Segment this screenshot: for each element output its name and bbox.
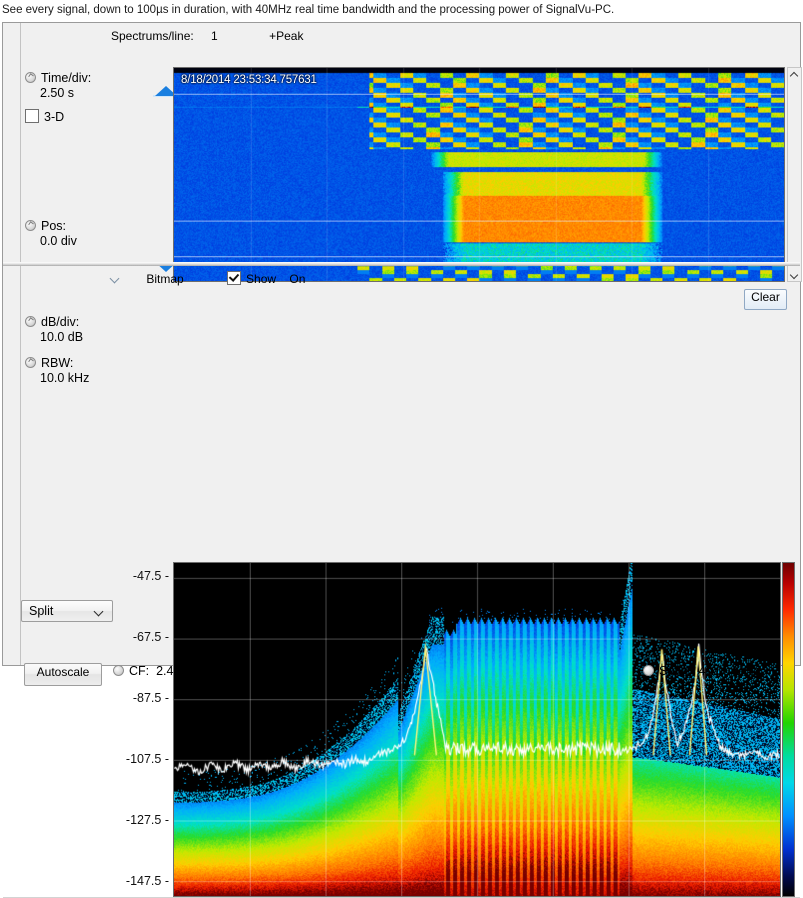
spectrogram-scrollbar[interactable] [787, 67, 802, 282]
db-per-div-value[interactable]: 10.0 dB [40, 330, 84, 344]
spectrogram-controls: Time/div: 2.50 s 3-D Pos: 0.0 div [3, 23, 171, 263]
rbw-label: RBW: [41, 356, 74, 370]
y-tick-label: -67.5 - [132, 630, 169, 645]
span-label: Span: [659, 664, 692, 678]
control-rbw[interactable]: RBW: 10.0 kHz [25, 356, 89, 386]
position-value[interactable]: 0.0 div [40, 234, 77, 248]
panel-splitter[interactable] [3, 262, 800, 266]
knob-icon[interactable] [25, 72, 36, 84]
left-rail-divider [20, 23, 21, 263]
knob-icon[interactable] [25, 220, 36, 232]
spectrum-display[interactable] [173, 562, 781, 897]
spectrogram-header: Spectrums/line: 1 +Peak [111, 29, 303, 45]
y-tick-label: -127.5 - [125, 812, 169, 827]
autoscale-button[interactable]: Autoscale [24, 663, 102, 686]
checkbox-3d-label: 3-D [44, 110, 65, 124]
detector-label[interactable]: +Peak [269, 29, 304, 43]
spectrum-panel: Bitmap Show On dB/div: 10.0 dB RBW: 10.0… [3, 266, 800, 898]
left-rail-divider [20, 266, 21, 665]
spectrogram-timestamp: 8/18/2014 23:53:34.757631 [181, 74, 317, 86]
rbw-value[interactable]: 10.0 kHz [40, 371, 90, 385]
chevron-down-icon[interactable] [95, 608, 104, 617]
spectrum-y-axis: -47.5 - -67.5 - -87.5 - -107.5 - -127.5 - -14… [107, 562, 169, 897]
show-checkbox[interactable]: Show [217, 271, 276, 286]
checkbox-3d-box[interactable] [25, 109, 39, 123]
time-per-div-label: Time/div: [41, 71, 92, 85]
y-tick-label: -47.5 - [132, 569, 169, 584]
show-label: Show [246, 272, 277, 286]
spectrum-controls: dB/div: 10.0 dB RBW: 10.0 kHz [3, 266, 171, 665]
y-tick-label: -87.5 - [132, 691, 169, 706]
scale-mode-value: Split [29, 604, 54, 618]
spectrogram-panel: Spectrums/line: 1 +Peak Time/div: 2.50 s… [3, 23, 802, 282]
cf-value[interactable]: 2.41200 GHz [156, 664, 230, 678]
position-label: Pos: [41, 219, 67, 233]
control-position[interactable]: Pos: 0.0 div [25, 219, 77, 249]
triangle-down-marker[interactable] [155, 262, 177, 272]
span-value[interactable]: 40.00 MHz [698, 664, 760, 678]
page-caption: See every signal, down to 100µs in durat… [2, 4, 615, 16]
y-tick-label: -147.5 - [125, 873, 169, 888]
trace-type-label[interactable]: Bitmap [146, 272, 184, 286]
center-frequency-readout[interactable]: CF: 2.41200 GHz [113, 664, 230, 678]
knob-icon[interactable] [113, 665, 124, 676]
knob-icon[interactable] [643, 665, 654, 676]
spectrum-header: Bitmap Show On [111, 271, 305, 289]
show-checkbox-box[interactable] [227, 271, 242, 285]
cf-label: CF: [129, 664, 150, 678]
control-time-per-div[interactable]: Time/div: 2.50 s [25, 71, 91, 101]
knob-icon[interactable] [25, 316, 36, 328]
spectrum-colorbar [782, 562, 795, 897]
db-per-div-label: dB/div: [41, 315, 80, 329]
spectrums-per-line-value[interactable]: 1 [211, 29, 218, 43]
scrollbar-track[interactable] [788, 82, 801, 267]
spectrum-canvas [174, 563, 780, 896]
signalvu-app-window: Spectrums/line: 1 +Peak Time/div: 2.50 s… [2, 22, 802, 898]
time-per-div-value[interactable]: 2.50 s [40, 86, 75, 100]
top-marker-line [153, 95, 179, 97]
chevron-down-icon[interactable] [788, 267, 801, 281]
chevron-up-icon[interactable] [788, 68, 801, 82]
spectrums-per-line-label: Spectrums/line: [111, 29, 194, 43]
checkbox-3d[interactable]: 3-D [25, 109, 64, 124]
scale-mode-select[interactable]: Split [21, 600, 113, 622]
y-tick-label: -107.5 - [125, 751, 169, 766]
knob-icon[interactable] [25, 357, 36, 369]
trace-state-label[interactable]: On [289, 272, 306, 286]
triangle-up-marker[interactable] [155, 86, 177, 96]
control-db-per-div[interactable]: dB/div: 10.0 dB [25, 315, 83, 345]
spectrogram-display[interactable]: 8/18/2014 23:53:34.757631 [173, 67, 785, 282]
spectrogram-canvas [174, 68, 784, 281]
clear-button[interactable]: Clear [744, 289, 787, 310]
span-readout[interactable]: Span: 40.00 MHz [643, 664, 759, 678]
